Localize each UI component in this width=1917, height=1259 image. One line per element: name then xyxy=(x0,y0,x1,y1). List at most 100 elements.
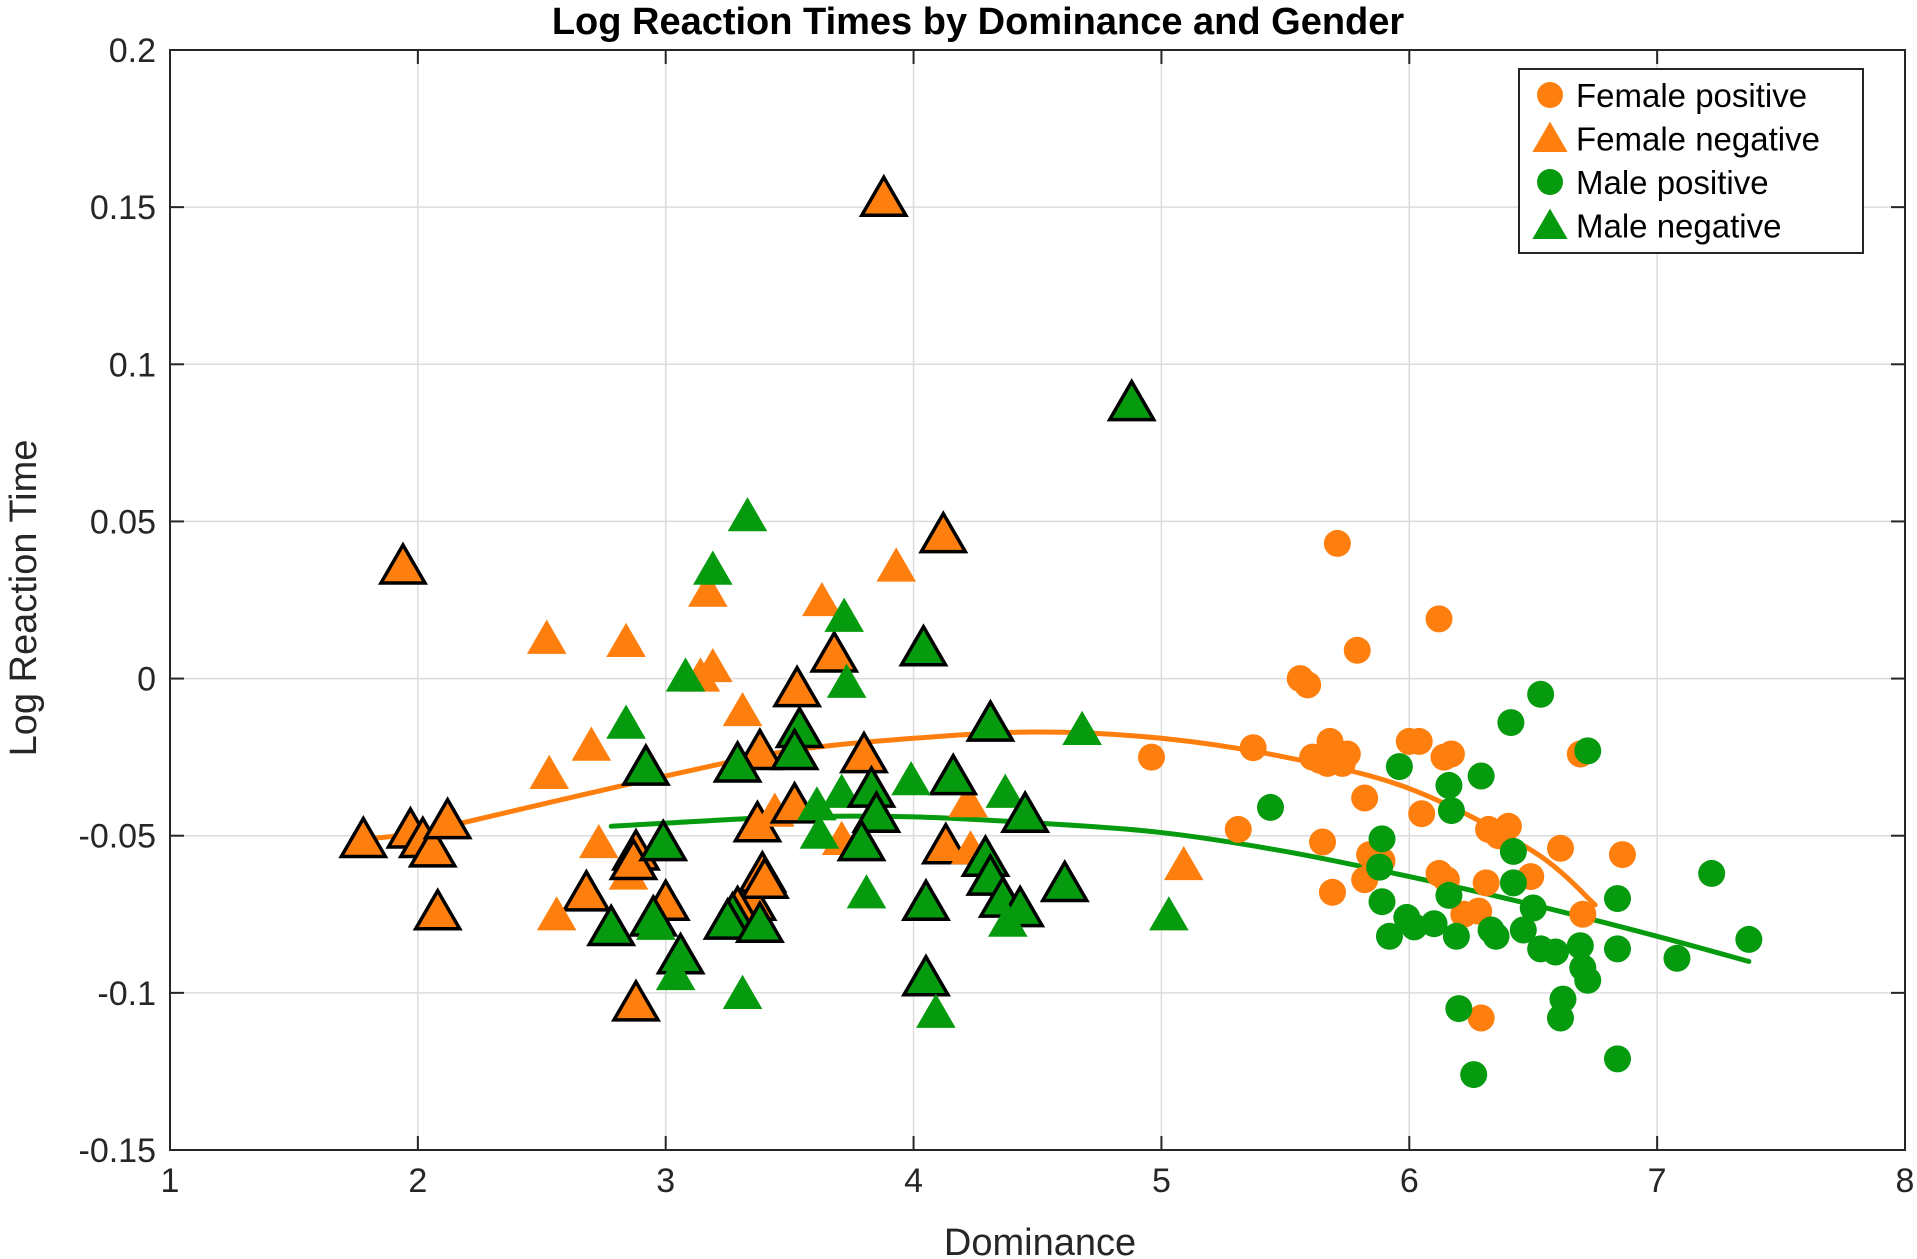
legend-female-negative-label: Female negative xyxy=(1576,121,1820,158)
male-positive-point xyxy=(1435,881,1463,909)
male-positive-point xyxy=(1437,797,1465,825)
female-negative-point xyxy=(948,783,988,818)
female-positive-point xyxy=(1309,828,1337,856)
female-negative-point-outlined xyxy=(610,978,662,1022)
male-positive-point xyxy=(1663,944,1691,972)
male-positive-point xyxy=(1698,859,1726,887)
male-negative-point-outlined xyxy=(898,623,949,667)
male-negative-point xyxy=(797,786,837,821)
male-positive-point xyxy=(1497,709,1525,737)
female-positive-point xyxy=(1430,743,1458,771)
male-positive-point xyxy=(1368,888,1396,916)
male-negative-point-outlined xyxy=(851,789,902,834)
male-negative-point xyxy=(916,993,956,1028)
male-negative-point xyxy=(727,497,768,532)
male-negative-point xyxy=(636,905,676,940)
male-negative-point xyxy=(824,597,864,632)
male-positive-point xyxy=(1482,922,1510,950)
male-positive-point xyxy=(1256,793,1284,821)
male-positive-point xyxy=(1603,935,1631,963)
male-positive-point xyxy=(1519,894,1547,922)
male-negative-point xyxy=(693,550,733,585)
legend-female-negative-marker xyxy=(1532,121,1568,153)
female-negative-point-outlined xyxy=(412,887,463,931)
male-negative-point xyxy=(985,773,1026,808)
female-negative-point xyxy=(876,547,917,582)
male-negative-point xyxy=(891,761,931,796)
female-negative-point-outlined xyxy=(739,855,790,900)
female-negative-point-outlined xyxy=(338,814,389,859)
female-positive-point xyxy=(1405,727,1433,755)
male-positive-point xyxy=(1435,771,1463,799)
female-negative-point-outlined xyxy=(377,541,429,585)
female-negative-point-outlined xyxy=(561,868,612,912)
y-axis-label: Log Reaction Time xyxy=(3,440,45,757)
legend-box xyxy=(1518,68,1864,254)
axes xyxy=(169,49,1906,1151)
male-negative-point-outlined xyxy=(769,726,820,771)
x-tick-label: 8 xyxy=(1896,1162,1915,1200)
male-positive-point xyxy=(1546,1004,1574,1032)
male-positive-point xyxy=(1375,922,1403,950)
female-negative-point xyxy=(802,581,842,617)
male-positive-point xyxy=(1603,1045,1631,1073)
y-tick-label: 0 xyxy=(137,661,156,699)
male-negative-point xyxy=(1062,710,1102,745)
x-axis-label: Dominance xyxy=(944,1222,1136,1259)
female-negative-point xyxy=(536,896,577,931)
data-markers xyxy=(338,173,1763,1089)
male-positive-point xyxy=(1445,995,1473,1023)
female-negative-point-outlined xyxy=(772,664,823,708)
x-tick-label: 5 xyxy=(1152,1162,1171,1200)
male-positive-point xyxy=(1442,922,1470,950)
y-tick-label: 0.05 xyxy=(90,503,156,541)
female-negative-point-outlined xyxy=(858,173,909,218)
male-negative-point-outlined xyxy=(586,902,637,947)
female-negative-point-outlined xyxy=(918,510,969,554)
y-tick-label: 0.15 xyxy=(90,189,156,227)
female-negative-point-outlined xyxy=(734,726,785,771)
male-positive-point xyxy=(1527,680,1555,708)
female-positive-point xyxy=(1323,529,1351,557)
female-positive-point xyxy=(1425,605,1453,633)
male-negative-point xyxy=(655,955,696,991)
female-positive-point xyxy=(1408,800,1436,828)
x-tick-label: 6 xyxy=(1400,1162,1419,1200)
male-negative-point-outlined xyxy=(928,752,979,796)
female-negative-point xyxy=(571,726,612,761)
female-positive-point xyxy=(1608,841,1636,869)
male-positive-point xyxy=(1574,737,1602,765)
male-positive-point xyxy=(1735,925,1763,953)
male-negative-point-outlined xyxy=(1106,378,1157,422)
female-positive-point xyxy=(1138,743,1166,771)
female-positive-point xyxy=(1546,834,1574,862)
male-positive-point xyxy=(1566,932,1594,960)
male-negative-point-outlined xyxy=(965,698,1016,742)
male-positive-point xyxy=(1385,753,1413,781)
male-positive-point xyxy=(1499,869,1527,897)
female-negative-point xyxy=(688,572,728,607)
male-positive-point xyxy=(1400,913,1428,941)
male-negative-point-outlined xyxy=(734,899,785,944)
male-negative-point-outlined xyxy=(1039,858,1090,903)
male-positive-point xyxy=(1420,910,1448,938)
legend: Female positive Female negative Male posit… xyxy=(1518,68,1864,254)
x-tick-label: 2 xyxy=(408,1162,427,1200)
female-positive-point xyxy=(1494,812,1522,840)
male-positive-point xyxy=(1574,966,1602,994)
female-positive-point xyxy=(1333,740,1361,768)
legend-female-positive-marker xyxy=(1537,82,1563,108)
male-negative-point-outlined xyxy=(836,818,887,862)
x-tick-label: 1 xyxy=(161,1162,180,1200)
male-negative-point xyxy=(799,814,840,849)
female-positive-point xyxy=(1318,878,1346,906)
male-negative-point-outlined xyxy=(638,818,689,862)
female-positive-point xyxy=(1569,900,1597,928)
legend-female-positive-label: Female positive xyxy=(1576,77,1807,114)
female-negative-point-outlined xyxy=(838,730,890,774)
female-positive-point xyxy=(1472,869,1500,897)
male-positive-point xyxy=(1499,837,1527,865)
y-tick-label: 0.2 xyxy=(109,32,156,70)
male-positive-point xyxy=(1467,762,1495,790)
